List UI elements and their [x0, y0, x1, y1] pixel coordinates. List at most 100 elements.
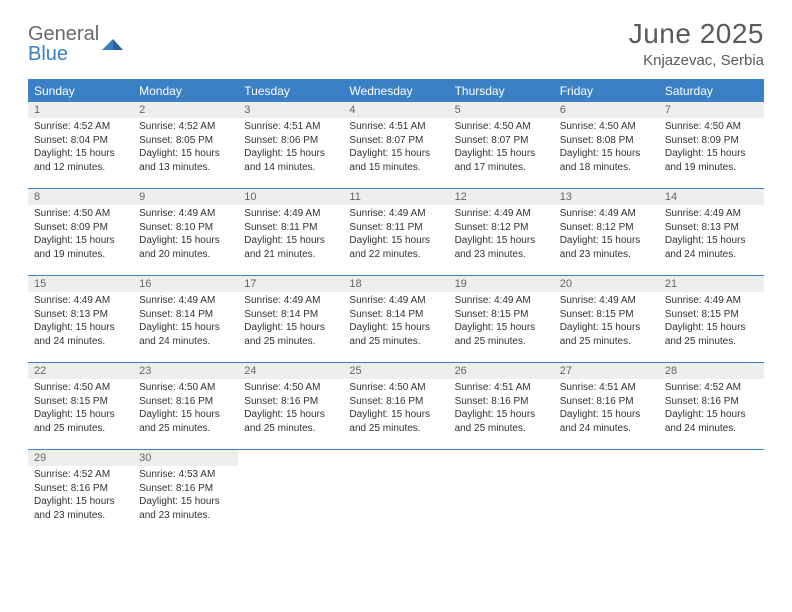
daylight-line: Daylight: 15 hours and 24 minutes.	[139, 321, 232, 348]
daylight-line: Daylight: 15 hours and 13 minutes.	[139, 147, 232, 174]
sunset-line: Sunset: 8:13 PM	[34, 308, 127, 322]
sunset-line: Sunset: 8:16 PM	[244, 395, 337, 409]
calendar-page: General Blue June 2025 Knjazevac, Serbia…	[0, 0, 792, 536]
calendar-cell: .	[659, 450, 764, 536]
day-number: 25	[343, 363, 448, 379]
day-number: 30	[133, 450, 238, 466]
day-info: Sunrise: 4:49 AMSunset: 8:15 PMDaylight:…	[659, 292, 764, 352]
sunset-line: Sunset: 8:15 PM	[665, 308, 758, 322]
calendar-cell: 23Sunrise: 4:50 AMSunset: 8:16 PMDayligh…	[133, 363, 238, 449]
daylight-line: Daylight: 15 hours and 23 minutes.	[455, 234, 548, 261]
day-info: Sunrise: 4:50 AMSunset: 8:16 PMDaylight:…	[133, 379, 238, 439]
day-info: Sunrise: 4:49 AMSunset: 8:10 PMDaylight:…	[133, 205, 238, 265]
sunset-line: Sunset: 8:15 PM	[34, 395, 127, 409]
day-info: Sunrise: 4:52 AMSunset: 8:16 PMDaylight:…	[659, 379, 764, 439]
sunset-line: Sunset: 8:06 PM	[244, 134, 337, 148]
sunset-line: Sunset: 8:16 PM	[34, 482, 127, 496]
day-number: 12	[449, 189, 554, 205]
day-number: 19	[449, 276, 554, 292]
day-number: 4	[343, 102, 448, 118]
day-number: 21	[659, 276, 764, 292]
day-number: 15	[28, 276, 133, 292]
brand-mark-icon	[102, 36, 122, 52]
calendar-cell: 16Sunrise: 4:49 AMSunset: 8:14 PMDayligh…	[133, 276, 238, 362]
sunrise-line: Sunrise: 4:49 AM	[34, 294, 127, 308]
daylight-line: Daylight: 15 hours and 23 minutes.	[34, 495, 127, 522]
sunset-line: Sunset: 8:04 PM	[34, 134, 127, 148]
sunrise-line: Sunrise: 4:53 AM	[139, 468, 232, 482]
calendar-cell: 2Sunrise: 4:52 AMSunset: 8:05 PMDaylight…	[133, 102, 238, 188]
sunset-line: Sunset: 8:14 PM	[349, 308, 442, 322]
day-number: 24	[238, 363, 343, 379]
sunset-line: Sunset: 8:16 PM	[455, 395, 548, 409]
day-header-row: SundayMondayTuesdayWednesdayThursdayFrid…	[28, 81, 764, 102]
calendar-cell: .	[449, 450, 554, 536]
calendar-cell: 7Sunrise: 4:50 AMSunset: 8:09 PMDaylight…	[659, 102, 764, 188]
sunrise-line: Sunrise: 4:49 AM	[455, 294, 548, 308]
day-info: Sunrise: 4:49 AMSunset: 8:12 PMDaylight:…	[554, 205, 659, 265]
calendar-cell: 21Sunrise: 4:49 AMSunset: 8:15 PMDayligh…	[659, 276, 764, 362]
calendar-week: 1Sunrise: 4:52 AMSunset: 8:04 PMDaylight…	[28, 102, 764, 189]
day-number: 2	[133, 102, 238, 118]
sunrise-line: Sunrise: 4:50 AM	[139, 381, 232, 395]
daylight-line: Daylight: 15 hours and 25 minutes.	[244, 408, 337, 435]
daylight-line: Daylight: 15 hours and 25 minutes.	[665, 321, 758, 348]
day-info: Sunrise: 4:50 AMSunset: 8:15 PMDaylight:…	[28, 379, 133, 439]
sunrise-line: Sunrise: 4:49 AM	[665, 207, 758, 221]
sunset-line: Sunset: 8:16 PM	[349, 395, 442, 409]
daylight-line: Daylight: 15 hours and 14 minutes.	[244, 147, 337, 174]
calendar-cell: 6Sunrise: 4:50 AMSunset: 8:08 PMDaylight…	[554, 102, 659, 188]
calendar-cell: 10Sunrise: 4:49 AMSunset: 8:11 PMDayligh…	[238, 189, 343, 275]
day-info: Sunrise: 4:50 AMSunset: 8:07 PMDaylight:…	[449, 118, 554, 178]
calendar-grid: SundayMondayTuesdayWednesdayThursdayFrid…	[28, 79, 764, 536]
day-number: 16	[133, 276, 238, 292]
day-info: Sunrise: 4:53 AMSunset: 8:16 PMDaylight:…	[133, 466, 238, 526]
daylight-line: Daylight: 15 hours and 25 minutes.	[455, 408, 548, 435]
day-info: Sunrise: 4:49 AMSunset: 8:15 PMDaylight:…	[554, 292, 659, 352]
day-info: Sunrise: 4:50 AMSunset: 8:08 PMDaylight:…	[554, 118, 659, 178]
calendar-cell: 24Sunrise: 4:50 AMSunset: 8:16 PMDayligh…	[238, 363, 343, 449]
calendar-cell: 20Sunrise: 4:49 AMSunset: 8:15 PMDayligh…	[554, 276, 659, 362]
sunset-line: Sunset: 8:15 PM	[560, 308, 653, 322]
daylight-line: Daylight: 15 hours and 24 minutes.	[665, 234, 758, 261]
day-info: Sunrise: 4:49 AMSunset: 8:13 PMDaylight:…	[28, 292, 133, 352]
sunset-line: Sunset: 8:07 PM	[349, 134, 442, 148]
calendar-cell: 30Sunrise: 4:53 AMSunset: 8:16 PMDayligh…	[133, 450, 238, 536]
calendar-week: 8Sunrise: 4:50 AMSunset: 8:09 PMDaylight…	[28, 189, 764, 276]
day-header: Tuesday	[238, 81, 343, 102]
sunset-line: Sunset: 8:10 PM	[139, 221, 232, 235]
day-info: Sunrise: 4:50 AMSunset: 8:09 PMDaylight:…	[28, 205, 133, 265]
day-number: 8	[28, 189, 133, 205]
sunrise-line: Sunrise: 4:52 AM	[665, 381, 758, 395]
sunrise-line: Sunrise: 4:51 AM	[560, 381, 653, 395]
sunrise-line: Sunrise: 4:50 AM	[34, 207, 127, 221]
calendar-week: 15Sunrise: 4:49 AMSunset: 8:13 PMDayligh…	[28, 276, 764, 363]
sunrise-line: Sunrise: 4:50 AM	[560, 120, 653, 134]
day-number: 26	[449, 363, 554, 379]
calendar-cell: 4Sunrise: 4:51 AMSunset: 8:07 PMDaylight…	[343, 102, 448, 188]
daylight-line: Daylight: 15 hours and 24 minutes.	[34, 321, 127, 348]
sunset-line: Sunset: 8:09 PM	[34, 221, 127, 235]
day-info: Sunrise: 4:51 AMSunset: 8:16 PMDaylight:…	[554, 379, 659, 439]
calendar-cell: 5Sunrise: 4:50 AMSunset: 8:07 PMDaylight…	[449, 102, 554, 188]
day-number: 14	[659, 189, 764, 205]
day-number: 20	[554, 276, 659, 292]
sunset-line: Sunset: 8:09 PM	[665, 134, 758, 148]
sunrise-line: Sunrise: 4:49 AM	[455, 207, 548, 221]
day-number: 11	[343, 189, 448, 205]
day-info: Sunrise: 4:52 AMSunset: 8:04 PMDaylight:…	[28, 118, 133, 178]
sunrise-line: Sunrise: 4:50 AM	[349, 381, 442, 395]
calendar-cell: 15Sunrise: 4:49 AMSunset: 8:13 PMDayligh…	[28, 276, 133, 362]
sunrise-line: Sunrise: 4:51 AM	[349, 120, 442, 134]
calendar-cell: 27Sunrise: 4:51 AMSunset: 8:16 PMDayligh…	[554, 363, 659, 449]
calendar-week: 29Sunrise: 4:52 AMSunset: 8:16 PMDayligh…	[28, 450, 764, 536]
sunset-line: Sunset: 8:16 PM	[139, 395, 232, 409]
month-title: June 2025	[629, 18, 764, 50]
sunrise-line: Sunrise: 4:52 AM	[34, 120, 127, 134]
sunrise-line: Sunrise: 4:52 AM	[139, 120, 232, 134]
sunrise-line: Sunrise: 4:49 AM	[560, 207, 653, 221]
daylight-line: Daylight: 15 hours and 25 minutes.	[244, 321, 337, 348]
day-number: 22	[28, 363, 133, 379]
sunrise-line: Sunrise: 4:49 AM	[349, 294, 442, 308]
brand-logo: General Blue	[28, 18, 122, 64]
